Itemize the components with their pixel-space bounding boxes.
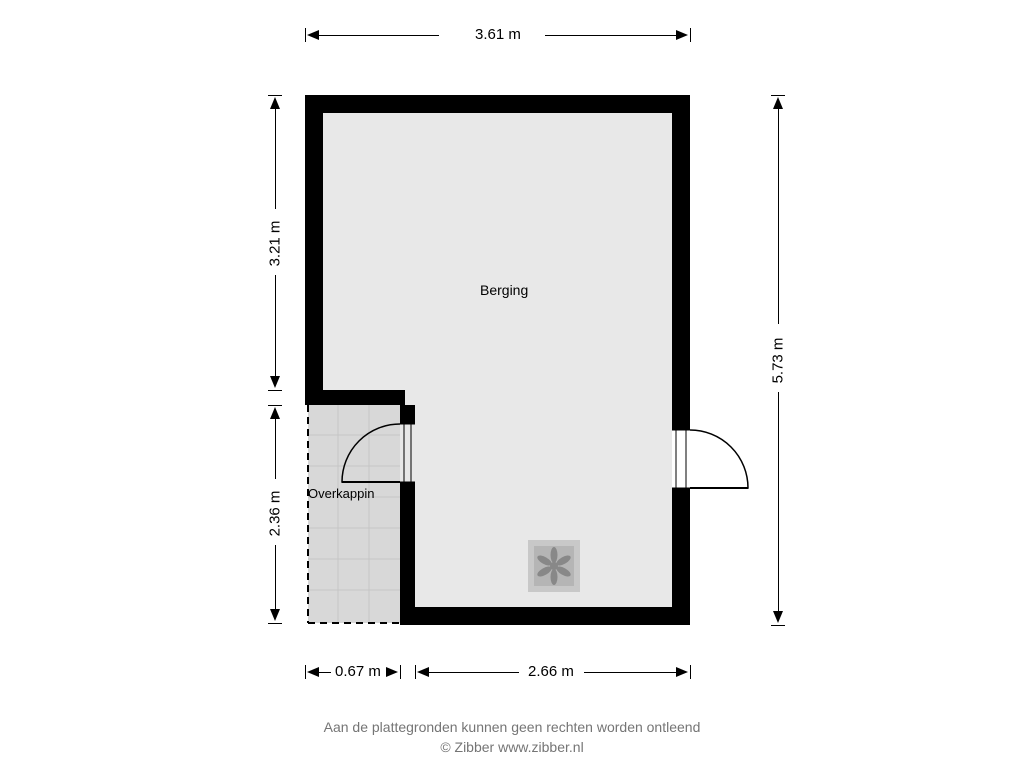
dim-r-tick-b	[771, 625, 785, 626]
overhang-area	[308, 405, 400, 623]
dim-lu-label: 3.21 m	[266, 221, 283, 267]
dim-ll-tick-t	[268, 405, 282, 406]
dim-r-line-t	[778, 109, 779, 324]
footer: Aan de plattegronden kunnen geen rechten…	[0, 718, 1024, 757]
dim-bl-arrow-l	[307, 667, 319, 677]
dim-lu-tick-b	[268, 390, 282, 391]
dim-r-tick-t	[771, 95, 785, 96]
door-right-jamb-bottom	[672, 488, 690, 494]
fan-icon	[528, 540, 580, 592]
door-outer	[690, 430, 748, 488]
dim-ll-line-t	[275, 419, 276, 479]
room-label-main: Berging	[480, 282, 528, 298]
dim-top-line-l	[319, 35, 439, 36]
dim-ll-label: 2.36 m	[266, 491, 283, 537]
dim-top-line-r	[545, 35, 676, 36]
dim-lu-tick-t	[268, 95, 282, 96]
dim-br-tick-r	[690, 665, 691, 679]
dim-ll-arrow-b	[270, 609, 280, 621]
wall-left-upper	[305, 95, 323, 395]
dim-br-arrow-l	[417, 667, 429, 677]
dim-br-arrow-r	[676, 667, 688, 677]
wall-bottom	[400, 607, 690, 625]
dim-lu-line-b	[275, 275, 276, 376]
wall-top	[305, 95, 690, 113]
dim-lu-arrow-b	[270, 376, 280, 388]
dim-br-tick-l	[415, 665, 416, 679]
wall-right-upper	[672, 95, 690, 430]
dim-ll-arrow-t	[270, 407, 280, 419]
dim-lu-line-t	[275, 109, 276, 209]
dim-r-arrow-b	[773, 611, 783, 623]
dim-r-label: 5.73 m	[769, 338, 786, 384]
dim-ll-line-b	[275, 545, 276, 609]
dim-r-arrow-t	[773, 97, 783, 109]
dim-bl-line	[319, 672, 331, 673]
dim-bl-label: 0.67 m	[335, 663, 381, 680]
wall-right-lower	[672, 494, 690, 625]
room-label-overhang: Overkappin	[308, 486, 374, 501]
door-right-jamb-top	[672, 424, 690, 430]
dim-top-label: 3.61 m	[475, 26, 521, 43]
footer-line1: Aan de plattegronden kunnen geen rechten…	[0, 718, 1024, 738]
dim-bl-tick-r	[400, 665, 401, 679]
dim-bl-arrow-r	[386, 667, 398, 677]
dim-r-line-b	[778, 392, 779, 611]
dim-top-tick-l	[305, 28, 306, 42]
dim-br-label: 2.66 m	[528, 663, 574, 680]
dim-br-line-l	[429, 672, 519, 673]
dim-br-line-r	[584, 672, 676, 673]
footer-line2: © Zibber www.zibber.nl	[0, 738, 1024, 758]
dim-lu-arrow-t	[270, 97, 280, 109]
dim-bl-tick-l	[305, 665, 306, 679]
dim-ll-tick-b	[268, 623, 282, 624]
floorplan-svg	[0, 0, 1024, 768]
wall-notch-top	[305, 390, 405, 405]
dim-top-arrow-r	[676, 30, 688, 40]
dim-top-tick-r	[690, 28, 691, 42]
wall-notch-inner-lower	[400, 488, 415, 625]
dim-top-arrow-l	[307, 30, 319, 40]
